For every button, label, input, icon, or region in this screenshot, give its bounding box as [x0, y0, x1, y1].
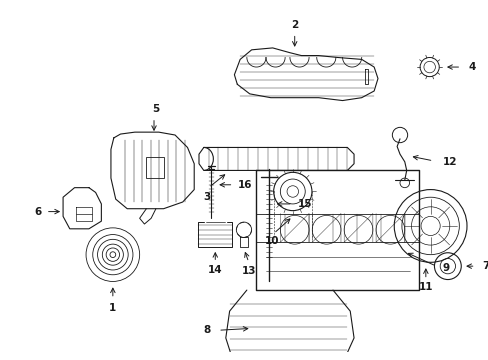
- Text: 1: 1: [109, 303, 116, 313]
- Text: 9: 9: [441, 263, 448, 273]
- Text: 11: 11: [418, 282, 432, 292]
- Text: 5: 5: [152, 104, 159, 114]
- Text: 10: 10: [264, 236, 279, 246]
- Text: 4: 4: [468, 62, 475, 72]
- Text: 7: 7: [481, 261, 488, 271]
- Text: 16: 16: [238, 180, 252, 190]
- Text: 8: 8: [203, 325, 210, 335]
- Text: 2: 2: [290, 20, 298, 30]
- Bar: [146, 157, 163, 178]
- Text: 14: 14: [207, 265, 222, 275]
- Text: 3: 3: [203, 192, 210, 202]
- Text: 13: 13: [241, 266, 256, 276]
- Text: 12: 12: [442, 157, 457, 167]
- Text: 6: 6: [35, 207, 42, 217]
- Text: 15: 15: [297, 199, 311, 209]
